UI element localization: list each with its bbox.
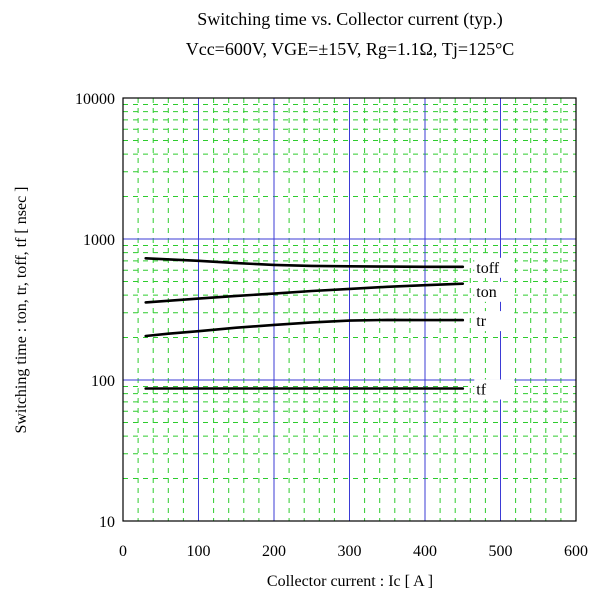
series-label-bg-toff — [474, 257, 515, 278]
chart-subtitle: Vcc=600V, VGE=±15V, Rg=1.1Ω, Tj=125°C — [186, 39, 515, 59]
minor-grid — [123, 98, 576, 521]
y-tick-label: 1000 — [83, 232, 115, 249]
chart-title: Switching time vs. Collector current (ty… — [197, 9, 502, 30]
series-label-bg-tf — [474, 379, 515, 400]
y-tick-label: 10000 — [75, 91, 115, 108]
x-tick-label: 500 — [489, 543, 513, 560]
x-tick-labels: 0 100 200 300 400 500 600 — [119, 543, 588, 560]
major-grid — [123, 98, 576, 521]
series-label-ton: ton — [476, 284, 496, 301]
plot-frame — [122, 97, 577, 522]
x-axis-label: Collector current : Ic [ A ] — [267, 573, 433, 590]
series-label-bg-tr — [474, 311, 515, 332]
series-lines — [144, 257, 465, 390]
y-tick-label: 100 — [91, 373, 115, 390]
x-tick-label: 600 — [564, 543, 588, 560]
series-label-bg-ton — [474, 281, 515, 302]
series-label-toff: toff — [476, 260, 499, 277]
y-tick-labels: 10 100 1000 10000 — [75, 91, 115, 531]
series-labels: toff ton tr tf — [474, 257, 515, 400]
series-line-toff — [144, 257, 465, 269]
x-tick-label: 200 — [262, 543, 286, 560]
series-line-tr — [144, 318, 465, 338]
x-tick-label: 100 — [187, 543, 211, 560]
x-tick-label: 0 — [119, 543, 127, 560]
series-line-ton — [144, 282, 465, 304]
y-axis-label: Switching time : ton, tr, toff, tf [ nse… — [13, 186, 30, 433]
y-tick-label: 10 — [99, 514, 115, 531]
x-tick-label: 300 — [338, 543, 362, 560]
x-tick-label: 400 — [413, 543, 437, 560]
series-label-tf: tf — [476, 382, 486, 399]
series-label-tr: tr — [476, 313, 486, 330]
